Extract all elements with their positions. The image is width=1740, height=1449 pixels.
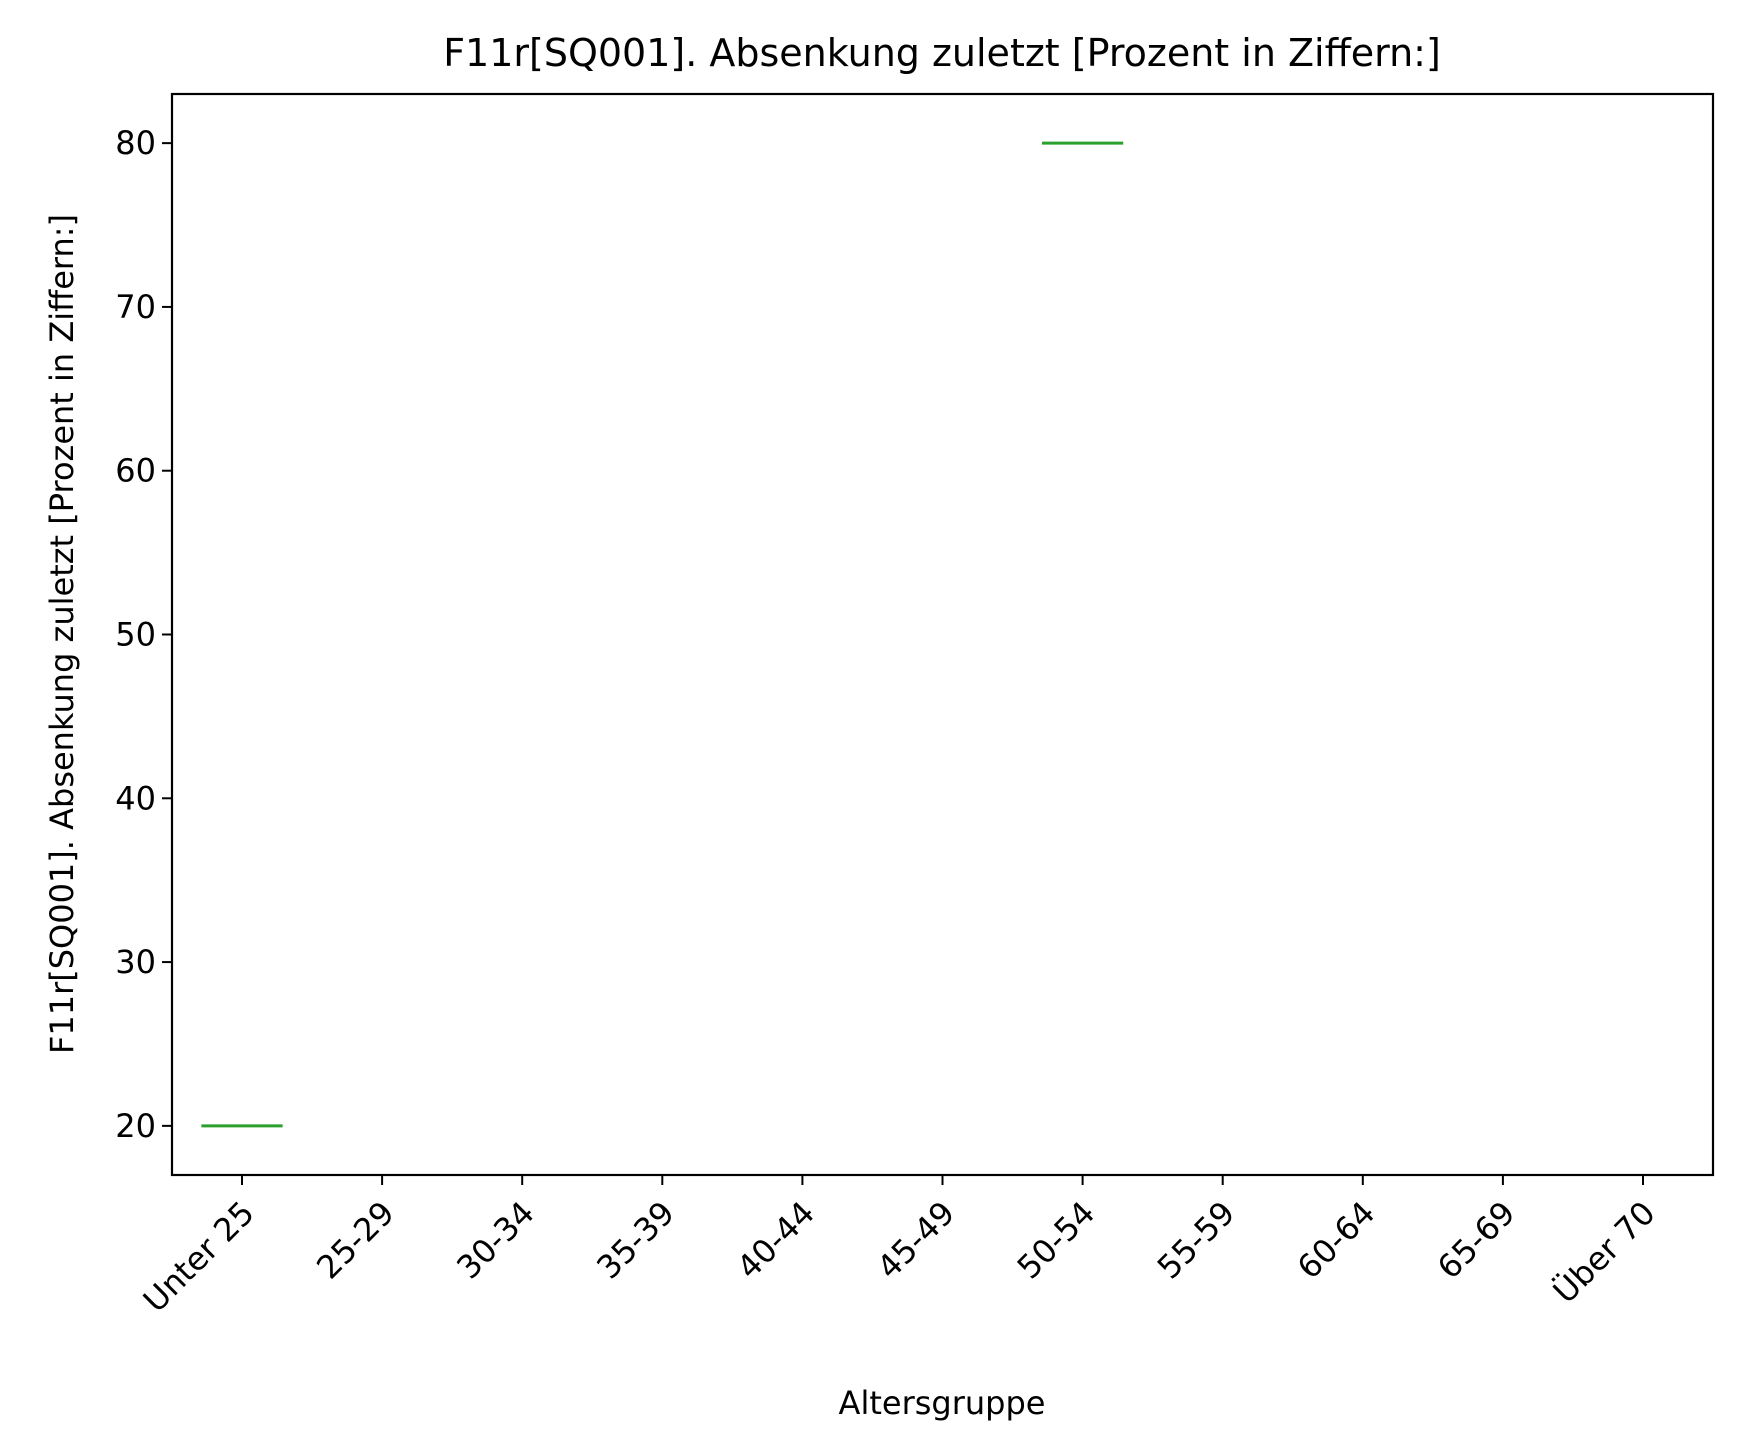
x-tick-label: 55-59: [1150, 1194, 1243, 1287]
x-axis: Unter 25 25-29 30-34 35-39 40-44 45-49 50-54 55…: [136, 1175, 1663, 1320]
y-tick-label: 30: [115, 943, 156, 981]
y-tick-label: 40: [115, 779, 156, 817]
x-tick-label: 65-69: [1430, 1194, 1523, 1287]
y-tick-label: 50: [115, 616, 156, 654]
y-axis-label: F11r[SQ001]. Absenkung zuletzt [Prozent …: [43, 214, 81, 1054]
x-tick-label: Über 70: [1546, 1194, 1663, 1311]
x-tick-label: 30-34: [449, 1194, 542, 1287]
plot-frame: [170, 92, 1715, 1177]
y-axis: 20 30 40 50 60 70 80: [115, 124, 172, 1145]
x-tick-label: 25-29: [309, 1194, 402, 1287]
x-tick-label: 40-44: [729, 1194, 822, 1287]
x-tick-label: 50-54: [1010, 1194, 1103, 1287]
x-tick-label: 60-64: [1290, 1194, 1383, 1287]
plot-marks: [201, 141, 1124, 1128]
x-axis-label: Altersgruppe: [839, 1384, 1046, 1422]
x-tick-label: Unter 25: [136, 1194, 262, 1320]
chart-title: F11r[SQ001]. Absenkung zuletzt [Prozent …: [443, 31, 1441, 75]
y-tick-label: 70: [115, 288, 156, 326]
x-tick-label: 35-39: [589, 1194, 682, 1287]
y-tick-label: 60: [115, 452, 156, 490]
y-tick-label: 20: [115, 1107, 156, 1145]
x-tick-label: 45-49: [870, 1194, 963, 1287]
y-tick-label: 80: [115, 124, 156, 162]
